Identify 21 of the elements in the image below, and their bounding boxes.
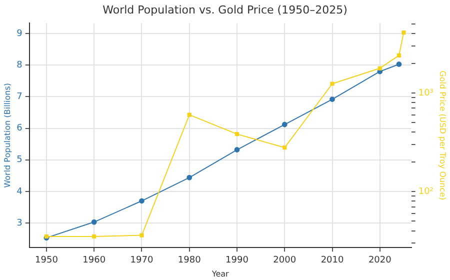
- y-tick-label: 4: [16, 186, 23, 197]
- x-tick-label: 1980: [178, 255, 202, 266]
- y-tick-label: 7: [16, 92, 22, 102]
- x-tick-label: 1990: [226, 255, 249, 266]
- y-tick-label: 5: [16, 155, 22, 166]
- x-tick-label: 2000: [273, 255, 296, 266]
- x-tick-label: 1950: [35, 255, 58, 266]
- x-tick-label: 2010: [320, 255, 344, 266]
- chart-title: World Population vs. Gold Price (1950–2025): [102, 3, 348, 16]
- y-axis-title: World Population (Billions): [2, 83, 12, 188]
- y2-axis-title: Gold Price (USD per Troy Ounce): [438, 70, 448, 200]
- x-axis-title: Year: [210, 269, 230, 278]
- x-tick-label: 1970: [130, 255, 154, 266]
- y2-tick-label: 10²: [418, 186, 434, 197]
- y2-tick-label: 10³: [418, 88, 434, 98]
- y-tick-label: 3: [16, 218, 22, 228]
- y-tick-label: 6: [16, 124, 23, 134]
- x-tick-label: 2020: [368, 255, 392, 266]
- x-tick-label: 1960: [82, 255, 106, 266]
- y-tick-label: 8: [16, 60, 23, 71]
- y-tick-label: 9: [16, 28, 23, 39]
